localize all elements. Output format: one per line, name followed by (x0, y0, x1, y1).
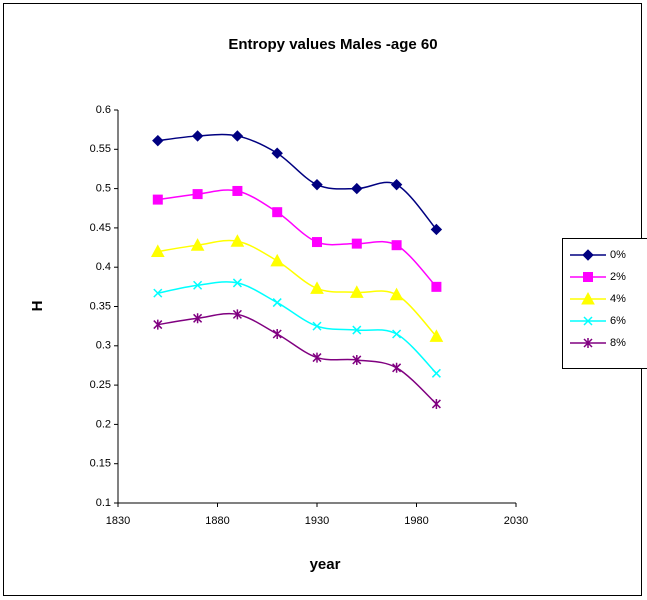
marker (232, 278, 242, 288)
y-tick-label: 0.6 (96, 104, 111, 116)
marker (272, 298, 282, 308)
x-axis-title: year (310, 556, 341, 573)
series-line (157, 312, 437, 405)
marker (150, 244, 165, 257)
marker (152, 194, 163, 205)
marker (583, 272, 593, 282)
legend-label: 0% (610, 249, 626, 261)
legend-label: 8% (610, 337, 626, 349)
marker (312, 352, 322, 363)
x-tick-label: 1930 (305, 515, 329, 527)
y-tick-label: 0.25 (90, 379, 111, 391)
y-tick-label: 0.3 (96, 340, 111, 352)
marker (431, 398, 441, 409)
marker (352, 354, 362, 365)
marker (271, 147, 283, 159)
legend-label: 4% (610, 293, 626, 305)
legend-label: 6% (610, 315, 626, 327)
chart-frame (3, 3, 642, 596)
marker (430, 223, 443, 236)
marker (230, 234, 245, 247)
marker (390, 178, 403, 191)
marker (351, 238, 362, 249)
marker (583, 316, 593, 326)
marker (270, 253, 285, 267)
marker (153, 288, 163, 298)
marker (193, 313, 203, 324)
marker (351, 182, 363, 195)
marker (232, 185, 243, 196)
x-tick-label: 1980 (404, 515, 428, 527)
marker (389, 287, 404, 301)
y-tick-label: 0.5 (96, 183, 111, 195)
marker (431, 281, 442, 292)
marker (312, 237, 322, 248)
marker (272, 207, 283, 218)
marker (582, 249, 594, 261)
x-tick-label: 1880 (205, 515, 229, 527)
marker (349, 285, 364, 298)
marker (192, 189, 203, 200)
y-axis-title: H (29, 301, 46, 312)
marker (311, 178, 323, 191)
marker (191, 130, 204, 142)
y-tick-label: 0.45 (90, 222, 111, 234)
y-tick-label: 0.35 (90, 300, 111, 312)
marker (429, 329, 444, 342)
marker (152, 134, 164, 147)
legend-label: 2% (610, 271, 626, 283)
marker (190, 238, 205, 251)
marker (272, 329, 282, 340)
marker (583, 338, 593, 348)
marker (392, 362, 402, 373)
marker (231, 130, 244, 142)
x-tick-label: 1830 (106, 515, 130, 527)
marker (581, 291, 595, 305)
marker (352, 325, 362, 335)
chart-title: Entropy values Males -age 60 (228, 36, 437, 53)
legend-box (562, 238, 647, 369)
marker (391, 240, 402, 251)
y-tick-label: 0.55 (90, 143, 111, 155)
y-tick-label: 0.15 (90, 458, 111, 470)
marker (312, 321, 322, 331)
x-tick-label: 2030 (504, 515, 528, 527)
y-tick-label: 0.2 (96, 418, 111, 430)
marker (310, 281, 324, 294)
marker (232, 309, 242, 320)
marker (193, 280, 203, 290)
series-line (157, 281, 437, 374)
marker (431, 368, 441, 378)
marker (392, 329, 402, 339)
marker (153, 319, 163, 330)
y-tick-label: 0.1 (96, 497, 111, 509)
y-tick-label: 0.4 (96, 261, 111, 273)
